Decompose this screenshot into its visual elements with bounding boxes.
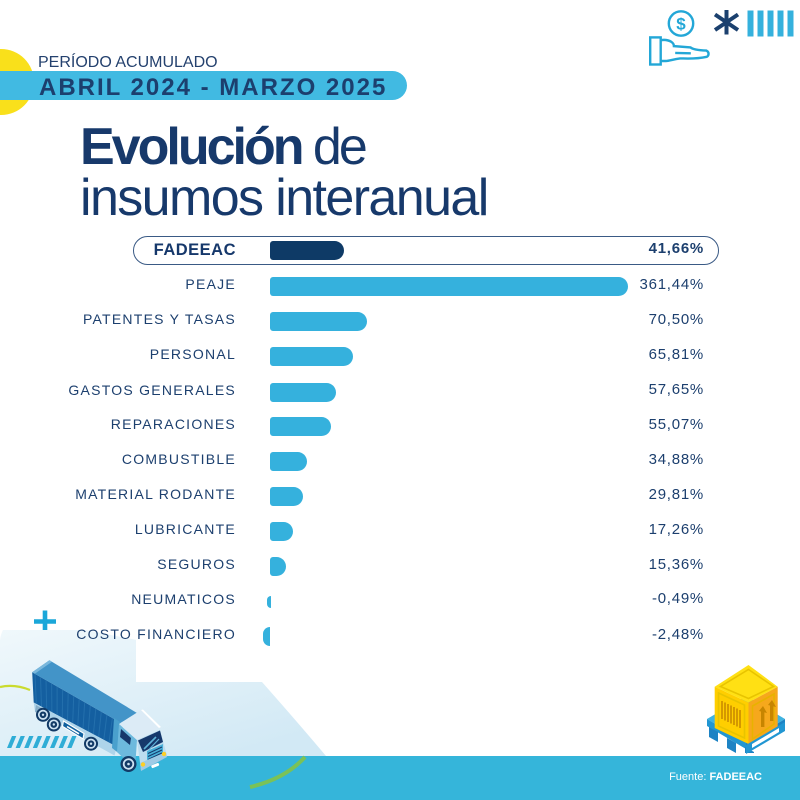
svg-text:$: $ (676, 15, 686, 34)
